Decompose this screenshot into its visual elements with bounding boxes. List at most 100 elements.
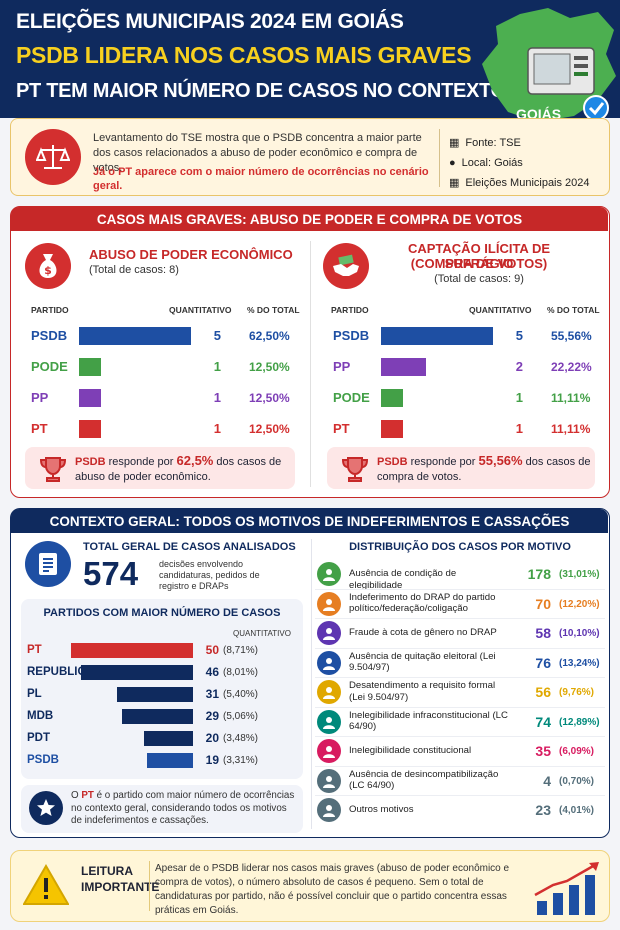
reason-label: Inelegibilidade infraconstitucional (LC …	[349, 709, 508, 733]
event-text: Eleições Municipais 2024	[465, 177, 590, 189]
value-label: 50	[205, 643, 219, 657]
title-line-3: PT TEM MAIOR NÚMERO DE CASOS NO CONTEXTO…	[16, 80, 580, 102]
total-value: 574	[83, 555, 139, 592]
col-pct: % DO TOTAL	[247, 305, 300, 315]
warning-icon	[23, 864, 69, 905]
bar	[79, 358, 102, 376]
intro-highlight: Já o PT aparece com o maior número de oc…	[93, 166, 429, 192]
reason-percent: (10,10%)	[559, 628, 600, 639]
party-label: MDB	[27, 710, 54, 722]
location-pin-icon: ●	[449, 157, 456, 169]
location-text: Local: Goiás	[461, 157, 523, 169]
bar	[146, 753, 193, 768]
value-label: 19	[205, 753, 219, 767]
geral-title: CONTEXTO GERAL: TODOS OS MOTIVOS DE INDE…	[11, 509, 608, 533]
reason-percent: (0,70%)	[559, 775, 595, 787]
person-check-icon	[317, 562, 341, 586]
calendar-icon: ▦	[449, 177, 460, 189]
reason-value: 76	[535, 654, 551, 671]
star-text: é o partido com maior número de ocorrênc…	[71, 790, 295, 826]
abuso-note-mid: responde por	[105, 456, 177, 468]
percent-label: (3,48%)	[223, 733, 259, 744]
reason-label: Ausência de desincompatibilização (LC 64…	[349, 768, 499, 792]
reason-percent: (9,76%)	[559, 687, 595, 698]
percent-label: (8,01%)	[223, 667, 259, 678]
value-label: 1	[213, 390, 221, 405]
reason-percent: (13,24%)	[559, 657, 600, 669]
reason-percent: (12,89%)	[559, 716, 600, 728]
growth-chart-icon	[534, 862, 599, 915]
percent-label: 11,11%	[551, 391, 591, 405]
captacao-panel: CAPTAÇÃO ILÍCITA DE SUFRÁGIO (COMPRA DE …	[313, 231, 609, 497]
list-item: Inelegibilidade constitucional 35 (6,09%)	[315, 738, 605, 764]
percent-label: 12,50%	[249, 391, 290, 405]
percent-label: 55,56%	[551, 329, 592, 343]
reason-label: Fraude à cota de gênero no DRAP	[349, 627, 497, 638]
intro-box: Levantamento do TSE mostra que o PSDB co…	[10, 118, 610, 196]
reason-value: 56	[535, 684, 551, 700]
party-label: PL	[27, 688, 42, 700]
scales-icon	[25, 129, 81, 185]
bar	[381, 420, 404, 438]
map-label: GOIÁS	[516, 106, 562, 118]
title-line-1: ELEIÇÕES MUNICIPAIS 2024 EM GOIÁS	[16, 10, 404, 33]
percent-label: (8,71%)	[223, 645, 259, 656]
gavel-icon	[317, 621, 341, 645]
value-label: 5	[515, 328, 523, 343]
reason-value: 74	[535, 713, 551, 730]
col-pct: % DO TOTAL	[547, 305, 600, 315]
law-book-icon	[317, 709, 341, 734]
captacao-subtitle: (Total de casos: 9)	[434, 273, 524, 285]
percent-label: 12,50%	[249, 422, 290, 436]
reason-percent: (6,09%)	[559, 746, 595, 757]
bar	[79, 389, 102, 407]
list-item: Desatendimento a requisito formal (Lei 9…	[315, 679, 605, 705]
party-label: PP	[333, 359, 351, 374]
list-item: Ausência de condição de elegibilidade 178…	[315, 561, 605, 591]
reason-label: Inelegibilidade constitucional	[349, 745, 472, 756]
footer-box: LEITURA IMPORTANTE Apesar de o PSDB lider…	[10, 850, 610, 922]
footer-title-2: IMPORTANTE	[81, 880, 160, 894]
reason-value: 35	[535, 743, 551, 759]
intro-text: Levantamento do TSE mostra que o PSDB co…	[93, 132, 422, 174]
captacao-title-2: (COMPRA DE VOTOS)	[410, 256, 548, 271]
bar	[122, 709, 193, 724]
col-quant: QUANTITATIVO	[169, 305, 232, 315]
reason-label: Outros motivos	[349, 804, 414, 815]
reason-label: Ausência de condição de elegibilidade	[349, 568, 457, 591]
abuso-note-end: dos casos de abuso de poder econômico.	[75, 456, 282, 483]
value-label: 1	[515, 421, 523, 436]
value-label: 31	[205, 687, 219, 701]
reason-value: 70	[535, 595, 551, 612]
value-label: 5	[213, 328, 221, 343]
bar	[80, 665, 193, 680]
reason-value: 23	[535, 802, 551, 818]
col-partido: PARTIDO	[31, 305, 69, 315]
list-item: Inelegibilidade infraconstitucional (LC …	[315, 709, 605, 735]
value-label: 2	[515, 359, 523, 374]
bar	[381, 327, 493, 345]
party-label: PSDB	[333, 328, 370, 343]
parties-qh: QUANTITATIVO	[233, 629, 291, 638]
captacao-note: PSDB responde por 55,56% dos casos de co…	[327, 447, 595, 489]
value-label: 1	[213, 359, 221, 374]
calendar-icon: ▦	[449, 137, 460, 149]
abuso-note: PSDB responde por 62,5% dos casos de abu…	[25, 447, 295, 489]
percent-label: (5,40%)	[223, 689, 259, 700]
captacao-note-pct: 55,56%	[478, 453, 523, 468]
list-item: Ausência de quitação eleitoral (Lei 9.50…	[315, 650, 605, 676]
bar	[79, 327, 191, 345]
value-label: 1	[213, 421, 221, 436]
footer-title-1: LEITURA	[81, 864, 133, 878]
bar	[117, 687, 193, 702]
scales-icon	[317, 798, 341, 822]
party-label: PODE	[333, 390, 370, 405]
abuso-panel: $ ABUSO DE PODER ECONÔMICO (Total de cas…	[11, 231, 309, 497]
star-pre: O	[71, 790, 82, 801]
abuso-note-party: PSDB	[75, 456, 106, 468]
reason-percent: (4,01%)	[559, 805, 595, 816]
party-label: PT	[333, 421, 350, 436]
value-label: 20	[205, 731, 219, 745]
list-item: Indeferimento do DRAP do partido polític…	[315, 591, 605, 617]
percent-label: (5,06%)	[223, 711, 259, 722]
